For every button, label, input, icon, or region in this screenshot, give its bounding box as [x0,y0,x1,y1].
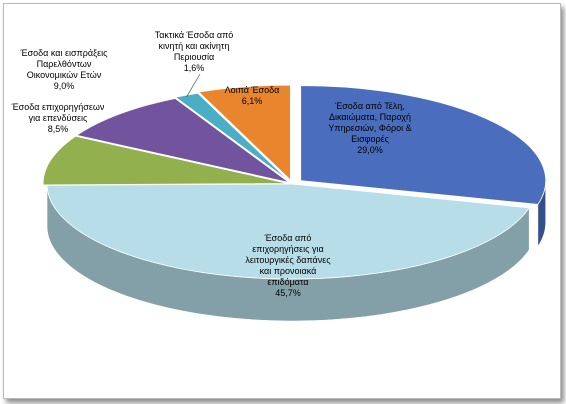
slice-label-line: Έσοδα και εισπράξεις [20,48,109,58]
slice-value-1: 45,7% [275,288,301,298]
slice-label-line: για επενδύσεις [29,113,88,123]
chart-frame: Έσοδα από Τέλη, Δικαιώματα, Παροχή Υπηρεσι… [3,3,561,399]
slice-label-0: Έσοδα από Τέλη, Δικαιώματα, Παροχή Υπηρεσι… [328,101,411,155]
slice-label-line: Δικαιώματα, Παροχή [329,112,411,122]
slice-label-line: επιχορηγήσεις για [252,244,323,254]
slice-label-line: Περιουσία [174,52,214,62]
slice-label-line: Παρελθόντων [37,59,92,69]
slice-value-2: 8,5% [48,124,69,134]
leader-line-4 [186,73,201,98]
slice-label-4: Τακτικά Έσοδα από κινητή και ακίνητη Περιο… [155,30,234,73]
slice-value-0: 29,0% [357,145,383,155]
slice-label-line: επιδόματα [267,277,308,287]
slice-label-line: Έσοδα από [264,233,312,243]
pie-slice-4 [174,92,290,182]
pie-slice-2 [42,135,289,186]
slice-label-line: κινητή και ακίνητη [159,41,230,51]
slice-value-5: 6,1% [242,96,263,106]
slice-label-line: Τακτικά Έσοδα από [155,30,234,40]
slice-label-line: Εισφορές [351,134,390,144]
slice-label-2: Έσοδα επιχορηγήσεων για επενδύσεις 8,5% [11,102,105,134]
pie-slice-5 [197,84,291,182]
slice-value-4: 1,6% [184,63,205,73]
pie-slice-0 [300,85,547,205]
slice-label-line: Οικονομικών Ετών [27,70,102,80]
slice-label-line: Έσοδα επιχορηγήσεων [11,102,105,112]
slice-value-3: 9,0% [54,81,75,91]
slice-label-3: Έσοδα και εισπράξεις Παρελθόντων Οικονομικ… [20,48,109,91]
slice-label-line: Υπηρεσιών, Φόροι & [328,123,411,133]
pie-labels: Έσοδα από Τέλη, Δικαιώματα, Παροχή Υπηρεσι… [11,30,412,298]
slice-label-line: Λοιπά Έσοδα [225,85,280,95]
pie-tops [42,84,547,280]
slice-label-line: και προνοιακά [260,266,317,276]
pie-slice-3 [75,98,290,183]
slice-label-5: Λοιπά Έσοδα 6,1% [225,85,280,106]
pie-chart: Έσοδα από Τέλη, Δικαιώματα, Παροχή Υπηρεσι… [11,30,547,322]
slice-label-line: λειτουργικές δαπάνες [245,255,331,265]
slice-label-1: Έσοδα από επιχορηγήσεις για λειτουργικές δ… [245,233,331,298]
slice-label-line: Έσοδα από Τέλη, [334,101,405,111]
pie-slice-1 [46,183,530,280]
